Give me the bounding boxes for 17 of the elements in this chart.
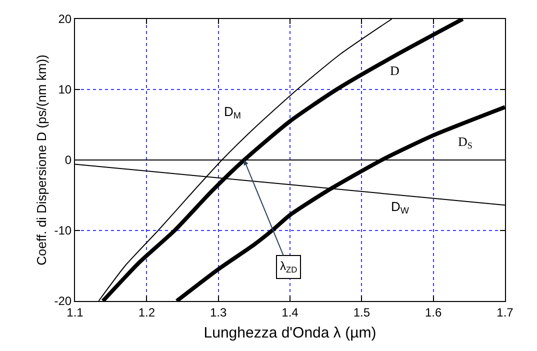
x-tick-label: 1.6 <box>424 305 442 320</box>
y-tick-label: 20 <box>58 12 72 26</box>
series-label: D$_{W}$ <box>391 199 410 216</box>
x-tick-label: 1.5 <box>353 305 370 320</box>
y-tick-label: 0 <box>64 153 72 168</box>
x-tick-label: 1.7 <box>496 305 514 320</box>
series-label: D$_{M}$ <box>224 104 241 121</box>
y-tick-label: 10 <box>58 82 72 97</box>
y-tick-label: -10 <box>54 224 72 238</box>
series-label: D$_{S}$ <box>458 134 472 151</box>
y-axis-title: Coeff. di Dispersione D (ps/(nm km)) <box>34 54 50 266</box>
x-tick-label: 1.2 <box>138 305 156 320</box>
x-tick-label: 1.4 <box>282 305 299 320</box>
series-label: D <box>390 63 400 78</box>
annotation: λ$_{ZD}$ <box>280 259 298 275</box>
x-axis-title: Lunghezza d'Onda λ (µm) <box>204 324 376 342</box>
x-tick-label: 1.3 <box>210 305 227 320</box>
